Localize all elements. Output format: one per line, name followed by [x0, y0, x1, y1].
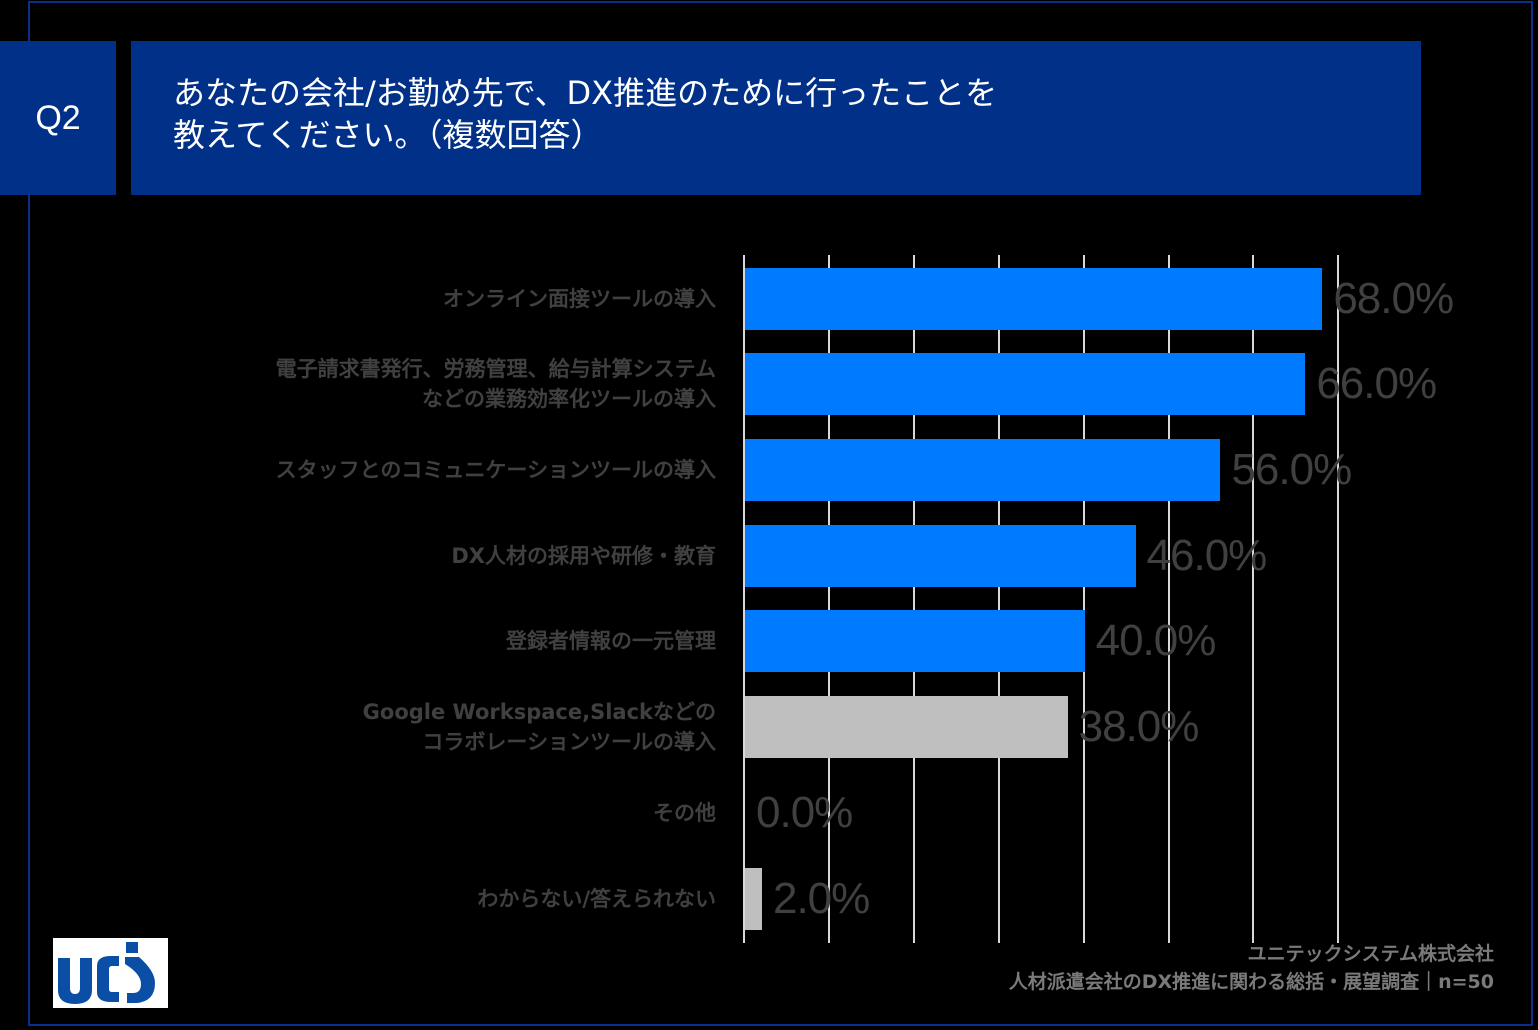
value-label: 40.0%: [1095, 616, 1217, 665]
bar-chart-plot: 68.0% 66.0% 56.0% 46.0% 40.0% 38.0% 0.0% 2.0%: [743, 255, 1454, 943]
value-label: 66.0%: [1316, 359, 1437, 408]
category-label: その他: [653, 798, 716, 828]
bar: [745, 268, 1323, 330]
ucs-logo-icon: [58, 942, 155, 1004]
gridline: [1252, 255, 1255, 943]
value-label: 68.0%: [1333, 274, 1454, 323]
bar: [745, 610, 1085, 672]
category-label: わからない/答えられない: [477, 884, 716, 914]
category-label: DX人材の採用や研修・教育: [451, 541, 716, 571]
gridline: [997, 255, 1000, 943]
gridline: [1082, 255, 1085, 943]
category-label-line: スタッフとのコミュニケーションツールの導入: [275, 458, 716, 482]
title-line-2: 教えてください。（複数回答）: [173, 116, 603, 154]
gridline: [912, 255, 915, 943]
source-footer: ユニテックシステム株式会社 人材派遣会社のDX推進に関わる総括・展望調査｜n=5…: [1009, 940, 1494, 996]
value-label: 38.0%: [1078, 702, 1200, 751]
bar: [745, 439, 1221, 501]
category-label-line: オンライン面接ツールの導入: [443, 287, 716, 311]
gridline: [827, 255, 830, 943]
footer-survey: 人材派遣会社のDX推進に関わる総括・展望調査｜n=50: [1008, 971, 1494, 993]
outer-frame: [28, 1, 1533, 1026]
category-label-line: コラボレーションツールの導入: [422, 730, 716, 754]
value-label: 2.0%: [772, 874, 870, 923]
category-label-line: その他: [653, 801, 716, 825]
gridline: [1337, 255, 1340, 943]
bar: [745, 525, 1136, 587]
bar: [745, 353, 1306, 415]
category-label: Google Workspace,Slackなどのコラボレーションツールの導入: [363, 697, 716, 757]
value-label: 56.0%: [1231, 445, 1352, 494]
question-number-badge: Q2: [0, 41, 116, 195]
bar: [745, 868, 762, 930]
category-label-line: わからない/答えられない: [477, 887, 716, 911]
category-label-line: などの業務効率化ツールの導入: [422, 387, 716, 411]
category-label-line: DX人材の採用や研修・教育: [451, 544, 716, 568]
question-title: あなたの会社/お勤め先で、DX推進のために行ったことを 教えてください。（複数回…: [131, 41, 1421, 195]
gridline: [1167, 255, 1170, 943]
footer-company: ユニテックシステム株式会社: [1247, 943, 1494, 965]
gridline: [743, 255, 745, 943]
value-label: 0.0%: [756, 788, 853, 837]
value-label: 46.0%: [1146, 531, 1268, 580]
category-label: オンライン面接ツールの導入: [443, 284, 716, 314]
bar: [745, 696, 1068, 758]
category-label: スタッフとのコミュニケーションツールの導入: [276, 455, 716, 485]
question-number: Q2: [35, 98, 81, 137]
category-label: 電子請求書発行、労務管理、給与計算システムなどの業務効率化ツールの導入: [276, 354, 716, 414]
category-label: 登録者情報の一元管理: [506, 626, 716, 656]
category-label-line: 登録者情報の一元管理: [506, 629, 716, 653]
ucs-logo: [53, 938, 168, 1008]
category-label-line: Google Workspace,Slackなどの: [362, 700, 716, 724]
category-label-line: 電子請求書発行、労務管理、給与計算システム: [275, 357, 716, 381]
title-line-1: あなたの会社/お勤め先で、DX推進のために行ったことを: [173, 74, 998, 112]
